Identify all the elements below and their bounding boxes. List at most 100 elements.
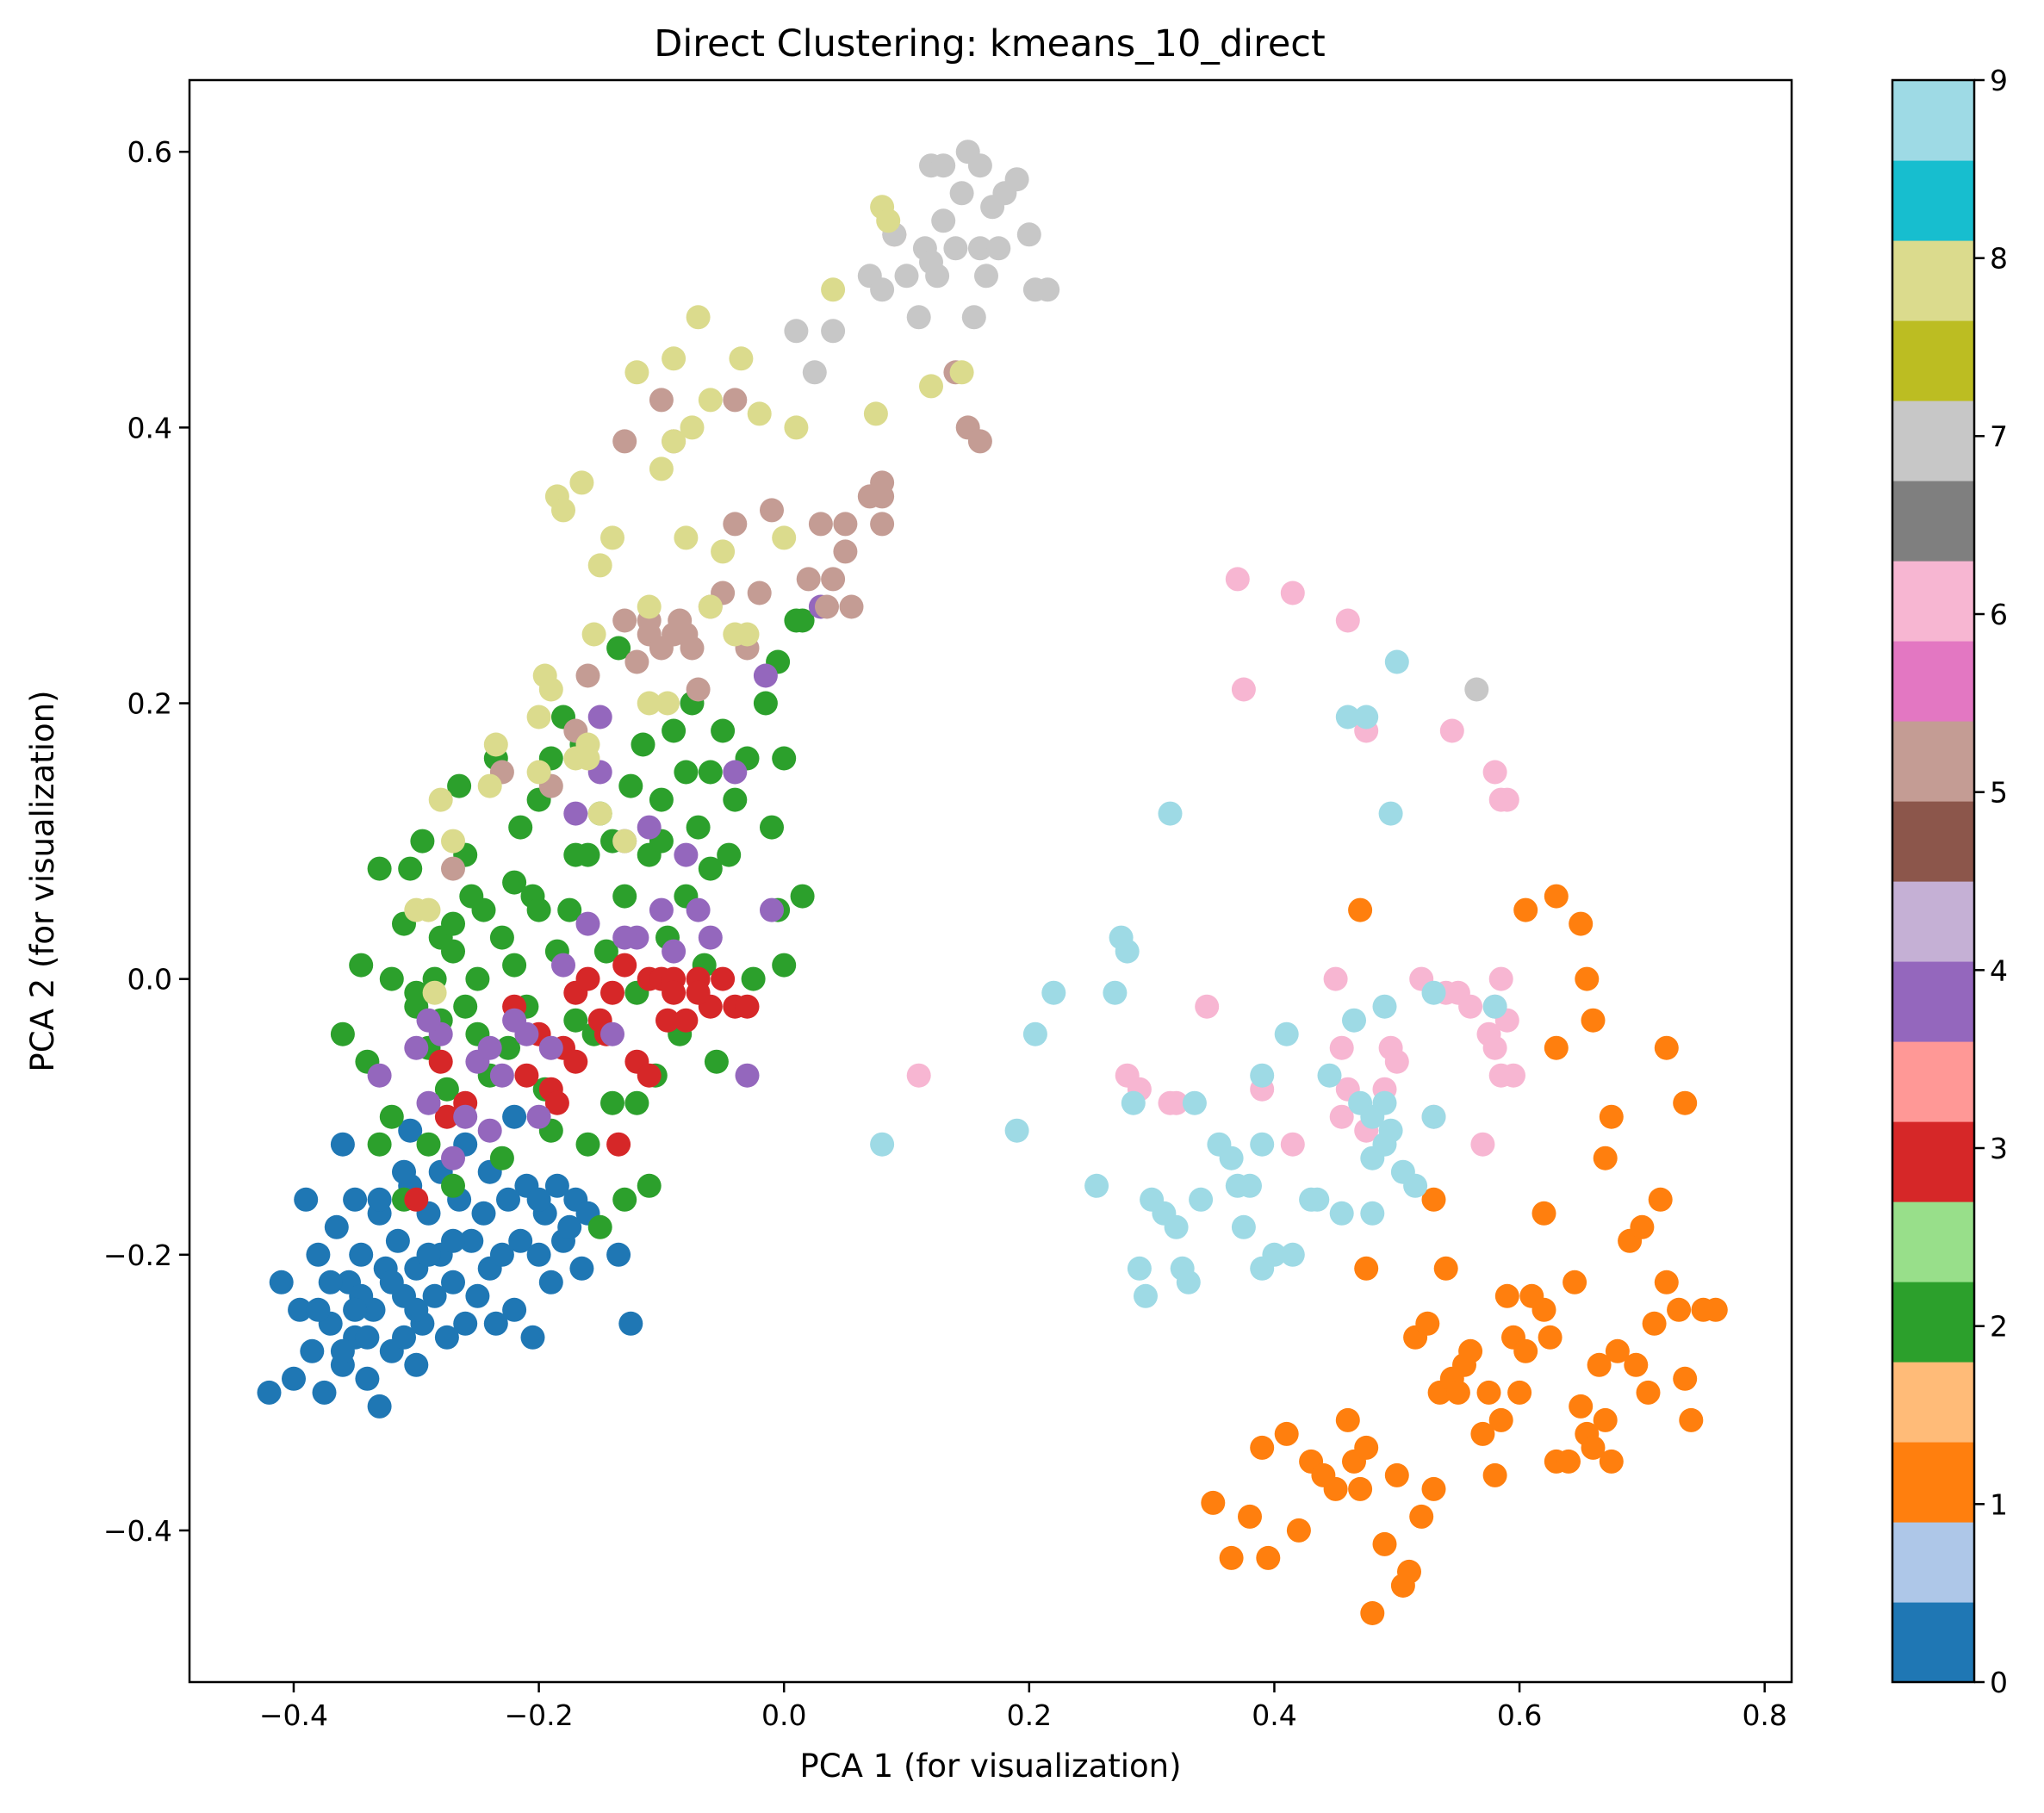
data-point-cluster-8 xyxy=(428,787,453,812)
data-point-cluster-1 xyxy=(1286,1518,1311,1543)
data-point-cluster-8 xyxy=(569,470,594,495)
data-point-cluster-4 xyxy=(760,897,784,922)
data-point-cluster-1 xyxy=(1575,966,1600,991)
data-point-cluster-8 xyxy=(575,746,600,771)
data-point-cluster-1 xyxy=(1482,1462,1507,1487)
data-point-cluster-0 xyxy=(508,1228,533,1253)
data-point-cluster-9 xyxy=(1182,1090,1207,1115)
data-point-cluster-0 xyxy=(544,1173,569,1198)
data-point-cluster-4 xyxy=(453,1104,478,1129)
data-point-cluster-7 xyxy=(870,277,895,302)
data-point-cluster-1 xyxy=(1673,1366,1698,1391)
data-point-cluster-1 xyxy=(1354,1435,1379,1460)
data-point-cluster-9 xyxy=(1372,994,1397,1019)
data-point-cluster-5 xyxy=(833,512,858,537)
data-point-cluster-8 xyxy=(526,705,551,730)
data-point-cluster-5 xyxy=(680,636,705,661)
data-point-cluster-9 xyxy=(1238,1173,1262,1198)
data-point-cluster-2 xyxy=(471,897,496,922)
data-point-cluster-0 xyxy=(489,1242,514,1267)
data-point-cluster-2 xyxy=(502,870,527,895)
data-point-cluster-4 xyxy=(674,842,699,867)
y-tick-label: 0.0 xyxy=(127,963,172,997)
x-tick-label: −0.2 xyxy=(505,1698,574,1732)
data-point-cluster-0 xyxy=(392,1159,416,1184)
data-point-cluster-7 xyxy=(1004,167,1029,192)
data-point-cluster-1 xyxy=(1513,1338,1538,1363)
data-point-cluster-5 xyxy=(747,581,772,605)
data-point-cluster-6 xyxy=(1488,1063,1513,1088)
data-point-cluster-1 xyxy=(1421,1476,1446,1501)
data-point-cluster-9 xyxy=(1335,705,1360,730)
data-point-cluster-2 xyxy=(379,1104,404,1129)
data-point-cluster-3 xyxy=(735,994,760,1019)
data-point-cluster-0 xyxy=(398,1118,423,1143)
data-point-cluster-1 xyxy=(1488,1407,1513,1432)
data-point-cluster-5 xyxy=(821,567,846,592)
colorbar-tick-label: 7 xyxy=(1990,419,2008,453)
data-point-cluster-0 xyxy=(330,1338,355,1363)
data-point-cluster-0 xyxy=(422,1283,447,1308)
data-point-cluster-1 xyxy=(1544,884,1569,909)
data-point-cluster-1 xyxy=(1354,1256,1379,1281)
data-point-cluster-4 xyxy=(367,1063,392,1088)
data-point-cluster-5 xyxy=(808,512,833,537)
data-point-cluster-1 xyxy=(1433,1256,1458,1281)
data-point-cluster-2 xyxy=(502,953,527,978)
data-point-cluster-0 xyxy=(355,1325,380,1350)
data-point-cluster-1 xyxy=(1445,1380,1470,1405)
data-point-cluster-6 xyxy=(1195,994,1220,1019)
data-point-cluster-9 xyxy=(1041,980,1066,1005)
y-tick-label: 0.2 xyxy=(127,687,172,721)
data-point-cluster-9 xyxy=(1004,1118,1029,1143)
data-point-cluster-0 xyxy=(306,1297,331,1322)
data-point-cluster-8 xyxy=(416,897,441,922)
data-point-cluster-8 xyxy=(747,401,772,426)
data-point-cluster-9 xyxy=(1342,1008,1366,1033)
colorbar-segment xyxy=(1892,400,1974,481)
data-point-cluster-9 xyxy=(1250,1063,1275,1088)
colorbar xyxy=(1891,78,1976,1684)
data-point-cluster-7 xyxy=(967,153,992,178)
data-point-cluster-6 xyxy=(1329,1035,1354,1060)
data-point-cluster-1 xyxy=(1593,1146,1618,1170)
colorbar-segment xyxy=(1892,1442,1974,1523)
colorbar-segment xyxy=(1892,1602,1974,1683)
data-point-cluster-9 xyxy=(1250,1132,1275,1157)
colorbar-tick-label: 5 xyxy=(1990,776,2008,810)
data-point-cluster-6 xyxy=(906,1063,931,1088)
data-point-cluster-0 xyxy=(502,1297,527,1322)
colorbar-segment xyxy=(1892,160,1974,241)
data-point-cluster-2 xyxy=(563,842,588,867)
data-point-cluster-4 xyxy=(563,801,588,826)
data-point-cluster-0 xyxy=(520,1325,545,1350)
data-point-cluster-2 xyxy=(367,1132,392,1157)
colorbar-segment xyxy=(1892,481,1974,562)
data-point-cluster-6 xyxy=(1470,1132,1495,1157)
data-point-cluster-2 xyxy=(441,911,465,936)
data-point-cluster-1 xyxy=(1384,1462,1409,1487)
colorbar-segment xyxy=(1892,240,1974,321)
data-point-cluster-2 xyxy=(465,966,490,991)
data-point-cluster-1 xyxy=(1507,1380,1532,1405)
x-tick-label: 0.4 xyxy=(1252,1698,1296,1732)
data-point-cluster-1 xyxy=(1409,1504,1434,1529)
data-point-cluster-0 xyxy=(416,1242,441,1267)
data-point-cluster-8 xyxy=(649,456,674,481)
data-point-cluster-8 xyxy=(637,594,662,619)
data-point-cluster-1 xyxy=(1372,1531,1397,1556)
data-point-cluster-8 xyxy=(637,691,662,716)
data-point-cluster-1 xyxy=(1667,1297,1692,1322)
data-point-cluster-0 xyxy=(294,1187,319,1212)
data-point-cluster-2 xyxy=(674,760,699,785)
data-point-cluster-8 xyxy=(587,553,612,578)
data-point-cluster-2 xyxy=(698,760,723,785)
data-point-cluster-3 xyxy=(662,980,687,1005)
data-point-cluster-2 xyxy=(772,953,797,978)
colorbar-tick-label: 3 xyxy=(1990,1132,2008,1165)
x-axis-label: PCA 1 (for visualization) xyxy=(799,1748,1181,1785)
data-point-cluster-2 xyxy=(575,1132,600,1157)
data-point-cluster-1 xyxy=(1581,1435,1606,1460)
data-point-cluster-8 xyxy=(674,525,699,550)
